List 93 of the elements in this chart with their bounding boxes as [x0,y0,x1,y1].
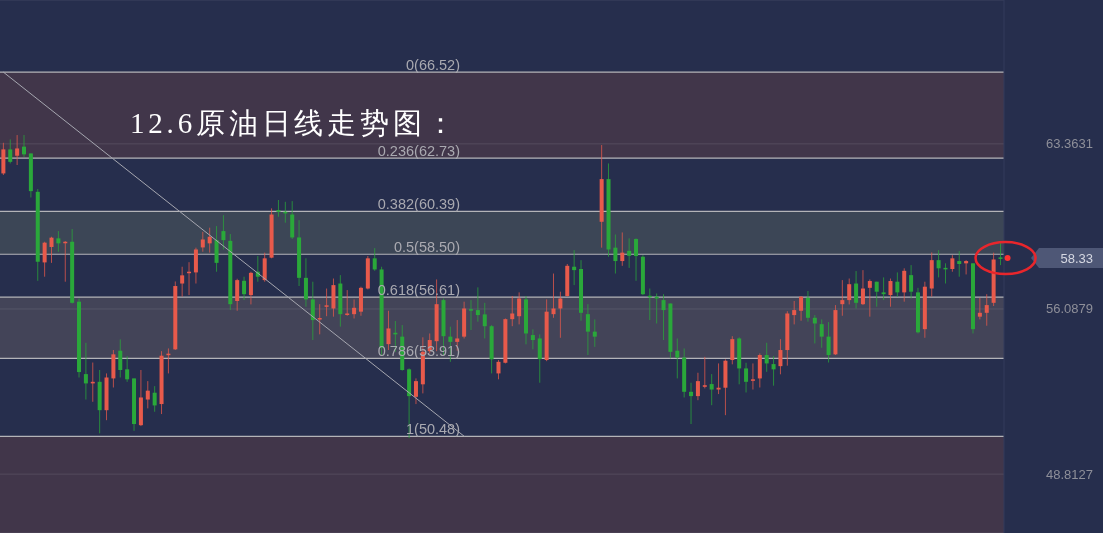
candlestick [345,289,350,317]
candlestick [984,293,989,327]
candlestick [613,233,618,275]
candlestick [248,271,253,305]
candlestick [530,328,535,350]
candlestick [372,247,377,272]
candlestick [888,278,893,308]
candlestick [826,321,831,364]
candlestick [881,276,886,301]
candlestick [22,134,27,158]
ref-line-label: 0.5(58.50) [393,238,460,255]
y-tick-label: 48.8127 [1046,466,1093,482]
candlestick [242,276,247,301]
text: 58.33 [1060,250,1093,266]
candlestick [537,333,542,384]
candlestick [118,338,123,378]
candlestick [730,335,735,365]
candlestick [874,281,879,308]
candlestick [771,355,776,387]
candlestick [83,342,88,401]
candlestick [42,241,47,278]
y-tick-label: 63.3631 [1046,136,1093,152]
candlestick [860,269,865,306]
candlestick [56,230,61,253]
ref-line-label: 0.236(62.73) [377,142,460,159]
candlestick [413,377,418,405]
candlestick [805,290,810,323]
text: 12.6原油日线走势图： [130,106,459,141]
candlestick [977,297,982,320]
candlestick [620,231,625,267]
candlestick [310,281,315,341]
ref-line-label: 0(66.52) [405,56,460,73]
candlestick [819,318,824,349]
candlestick [235,278,240,312]
candlestick [15,134,20,166]
candlestick [8,138,13,164]
candlestick [654,293,659,324]
candlestick [317,303,322,335]
candlestick [180,266,185,298]
candlestick [902,267,907,303]
candlestick [592,318,597,348]
candlestick [799,295,804,322]
y-tick-label: 56.0879 [1046,301,1093,317]
candlestick [909,264,914,300]
candlestick [482,302,487,339]
candlestick [675,337,680,379]
candlestick [757,352,762,388]
candlestick [193,247,198,285]
candlestick [792,300,797,325]
candlestick [358,286,363,317]
candlestick [702,356,707,389]
candlestick [303,257,308,308]
candlestick [744,362,749,393]
candlestick [764,342,769,373]
candlestick [510,295,515,327]
candlestick [517,291,522,325]
candlestick [221,214,226,250]
candlestick [847,278,852,305]
ref-line-label: 0.382(60.39) [377,195,460,212]
candlestick [716,362,721,395]
candlestick [867,278,872,318]
candlestick [324,288,329,317]
candlestick [496,359,501,380]
candlestick [585,303,590,356]
candlestick [689,382,694,425]
candlestick [936,249,941,278]
candlestick [957,250,962,278]
candlestick [290,200,295,240]
candlestick [331,278,336,318]
candlestick [207,227,212,254]
candlestick [145,380,150,409]
candlestick [125,355,130,383]
candlestick [895,271,900,298]
candlestick [558,291,563,339]
candlestick [152,385,157,413]
candlestick [627,237,632,269]
candlestick [634,237,639,282]
candlestick [778,338,783,375]
candlestick [214,225,219,273]
candlestick [200,231,205,253]
candlestick [695,372,700,401]
candlestick [840,279,845,317]
candlestick [551,273,556,319]
candlestick [352,298,357,319]
candlestick [709,373,714,406]
candlestick [661,293,666,341]
ref-line-label: 1(50.48) [405,420,460,437]
candlestick [262,252,267,283]
candlestick [475,286,480,323]
candlestick [750,362,755,391]
candlestick [49,236,54,264]
candlestick [468,299,473,331]
candlestick [854,270,859,309]
